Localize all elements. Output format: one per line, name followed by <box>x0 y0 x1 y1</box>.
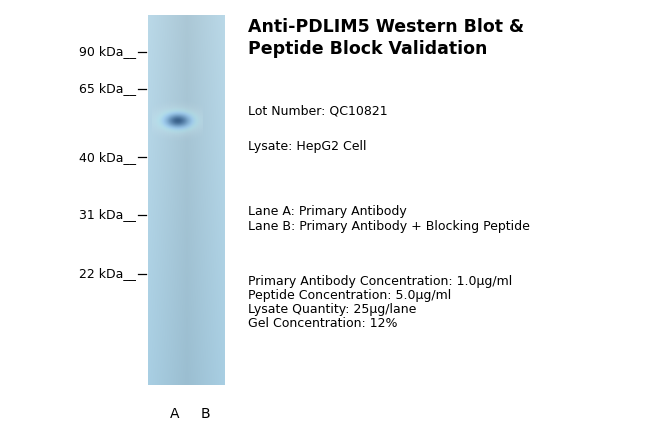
Text: 90 kDa__: 90 kDa__ <box>79 45 136 58</box>
Text: Lysate: HepG2 Cell: Lysate: HepG2 Cell <box>248 140 367 153</box>
Text: Lane A: Primary Antibody: Lane A: Primary Antibody <box>248 205 407 218</box>
Text: Gel Concentration: 12%: Gel Concentration: 12% <box>248 317 398 330</box>
Text: Peptide Concentration: 5.0μg/ml: Peptide Concentration: 5.0μg/ml <box>248 289 451 302</box>
Text: Primary Antibody Concentration: 1.0μg/ml: Primary Antibody Concentration: 1.0μg/ml <box>248 275 512 288</box>
Text: 65 kDa__: 65 kDa__ <box>79 83 136 96</box>
Text: Peptide Block Validation: Peptide Block Validation <box>248 40 488 58</box>
Text: 40 kDa__: 40 kDa__ <box>79 151 136 164</box>
Text: 22 kDa__: 22 kDa__ <box>79 268 136 281</box>
Text: A: A <box>170 407 179 421</box>
Text: Lane B: Primary Antibody + Blocking Peptide: Lane B: Primary Antibody + Blocking Pept… <box>248 220 530 233</box>
Text: Lysate Quantity: 25μg/lane: Lysate Quantity: 25μg/lane <box>248 303 417 316</box>
Text: Lot Number: QC10821: Lot Number: QC10821 <box>248 105 387 118</box>
Text: B: B <box>201 407 211 421</box>
Text: 31 kDa__: 31 kDa__ <box>79 208 136 221</box>
Text: Anti-PDLIM5 Western Blot &: Anti-PDLIM5 Western Blot & <box>248 18 524 36</box>
